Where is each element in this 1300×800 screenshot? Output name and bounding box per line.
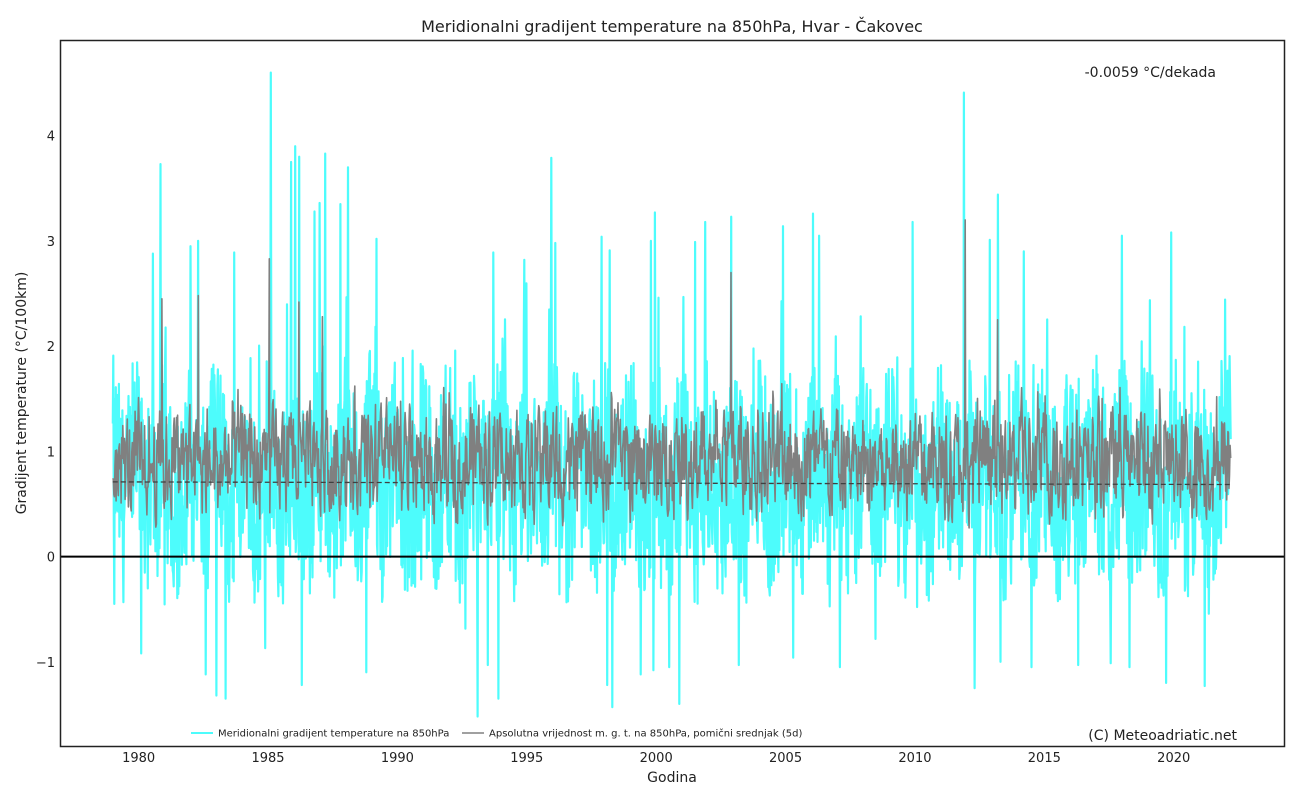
x-tick-label: 1980 <box>122 751 155 766</box>
y-axis-ticks: −1 0 1 2 3 4 <box>36 130 55 671</box>
y-tick-label: 3 <box>47 235 55 250</box>
x-axis-label: Godina <box>647 770 697 786</box>
x-tick-label: 2020 <box>1157 751 1190 766</box>
series-moving-average-line <box>112 219 1232 529</box>
legend-label-gradient: Meridionalni gradijent temperature na 85… <box>218 729 449 740</box>
x-tick-label: 1990 <box>381 751 414 766</box>
trend-line <box>112 481 1231 486</box>
plot-frame <box>59 39 1286 748</box>
x-tick-label: 2000 <box>640 751 673 766</box>
x-axis-ticks: 1980 1985 1990 1995 2000 2005 2010 2015 2020 <box>122 751 1190 766</box>
chart-title: Meridionalni gradijent temperature na 85… <box>421 17 923 36</box>
legend-label-moving-average: Apsolutna vrijednost m. g. t. na 850hPa,… <box>489 728 802 740</box>
x-tick-label: 2005 <box>769 751 802 766</box>
y-tick-label: 0 <box>47 551 55 566</box>
y-tick-label: −1 <box>36 656 55 671</box>
x-tick-label: 1995 <box>510 751 543 766</box>
x-tick-label: 1985 <box>251 751 284 766</box>
series-layer <box>111 71 1232 718</box>
series-gradient-line <box>111 71 1232 718</box>
y-axis-label: Gradijent temperature (°C/100km) <box>14 272 30 515</box>
x-tick-label: 2010 <box>898 751 931 766</box>
y-tick-label: 4 <box>47 130 55 145</box>
y-tick-label: 2 <box>47 340 55 355</box>
x-tick-label: 2015 <box>1028 751 1061 766</box>
legend: Meridionalni gradijent temperature na 85… <box>191 728 802 740</box>
copyright-annotation: (C) Meteoadriatic.net <box>1088 728 1237 744</box>
y-tick-label: 1 <box>47 445 55 460</box>
trend-annotation: -0.0059 °C/dekada <box>1085 65 1216 81</box>
